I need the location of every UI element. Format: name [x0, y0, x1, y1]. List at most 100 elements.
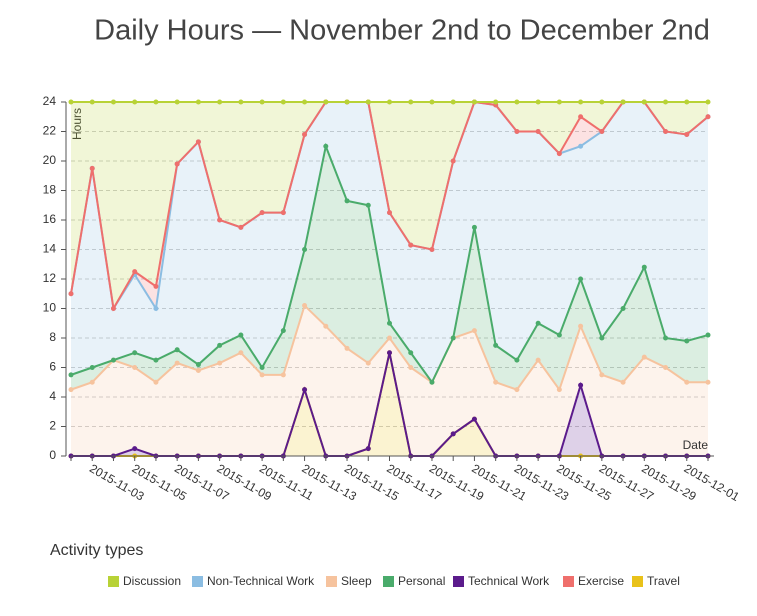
point: [471, 416, 477, 422]
point: [641, 99, 647, 105]
area: [71, 102, 708, 383]
y-tick-label: 0: [49, 448, 56, 462]
point: [599, 99, 605, 105]
point: [556, 151, 562, 157]
point: [471, 328, 477, 334]
point: [599, 372, 605, 378]
point: [663, 129, 669, 134]
point: [514, 129, 520, 134]
y-tick-label: 16: [43, 212, 57, 226]
point: [387, 99, 392, 105]
point: [217, 342, 223, 348]
point: [578, 382, 584, 388]
point: [323, 99, 329, 105]
point: [153, 283, 159, 289]
point: [471, 99, 477, 105]
area: [71, 352, 708, 456]
point: [620, 306, 626, 311]
point: [641, 264, 647, 270]
point: [68, 99, 74, 105]
point: [663, 335, 669, 341]
point: [578, 323, 584, 329]
point: [471, 224, 477, 230]
point: [705, 332, 711, 338]
point: [705, 99, 711, 105]
point: [153, 379, 159, 385]
legend-title: Activity types: [50, 542, 143, 559]
point: [132, 269, 138, 275]
legend-label: Exercise: [578, 574, 624, 588]
y-tick-label: 2: [49, 419, 56, 433]
point: [684, 338, 690, 344]
point: [535, 129, 541, 134]
legend-label: Discussion: [123, 574, 181, 588]
legend-label: Technical Work: [468, 574, 550, 588]
point: [365, 99, 371, 105]
point: [89, 99, 95, 105]
chart-title: Daily Hours — November 2nd to December 2…: [94, 15, 710, 47]
legend-label: Travel: [647, 574, 680, 588]
point: [578, 143, 584, 149]
y-tick-label: 12: [43, 271, 57, 285]
point: [578, 114, 584, 120]
point: [387, 350, 392, 356]
point: [302, 387, 308, 393]
point: [429, 99, 435, 105]
y-tick-label: 22: [43, 124, 57, 138]
point: [408, 242, 414, 248]
point: [535, 320, 541, 326]
point: [514, 387, 520, 393]
point: [238, 350, 244, 356]
legend-swatch: [326, 576, 337, 587]
point: [684, 379, 690, 385]
point: [217, 360, 223, 366]
point: [195, 99, 201, 105]
point: [344, 345, 350, 351]
point: [153, 357, 159, 363]
point: [132, 99, 138, 105]
point: [408, 350, 414, 356]
point: [556, 332, 562, 338]
y-tick-label: 4: [49, 389, 56, 403]
point: [280, 372, 286, 378]
point: [302, 131, 308, 137]
point: [387, 320, 392, 326]
point: [684, 131, 690, 137]
point: [132, 350, 138, 356]
y-tick-label: 14: [43, 242, 57, 256]
point: [153, 99, 159, 105]
legend-swatch: [383, 576, 394, 587]
point: [556, 99, 562, 105]
point: [323, 323, 329, 329]
area: [71, 305, 708, 456]
y-axis-label: Hours: [70, 108, 84, 140]
point: [110, 99, 116, 105]
legend-swatch: [453, 576, 464, 587]
point: [535, 99, 541, 105]
point: [450, 99, 456, 105]
y-tick-label: 18: [43, 183, 57, 197]
point: [217, 99, 223, 105]
point: [259, 99, 265, 105]
point: [174, 347, 180, 353]
point: [450, 335, 456, 341]
point: [174, 99, 180, 105]
point: [450, 431, 456, 437]
point: [259, 210, 265, 216]
point: [174, 161, 180, 167]
point: [556, 387, 562, 393]
point: [280, 210, 286, 216]
point: [684, 99, 690, 105]
legend-label: Sleep: [341, 574, 372, 588]
point: [89, 365, 95, 370]
point: [344, 99, 350, 105]
legend-swatch: [632, 576, 643, 587]
y-tick-label: 10: [43, 301, 57, 315]
point: [429, 379, 435, 385]
point: [599, 129, 605, 134]
point: [153, 306, 159, 311]
point: [493, 379, 499, 385]
point: [280, 99, 286, 105]
point: [641, 354, 647, 360]
